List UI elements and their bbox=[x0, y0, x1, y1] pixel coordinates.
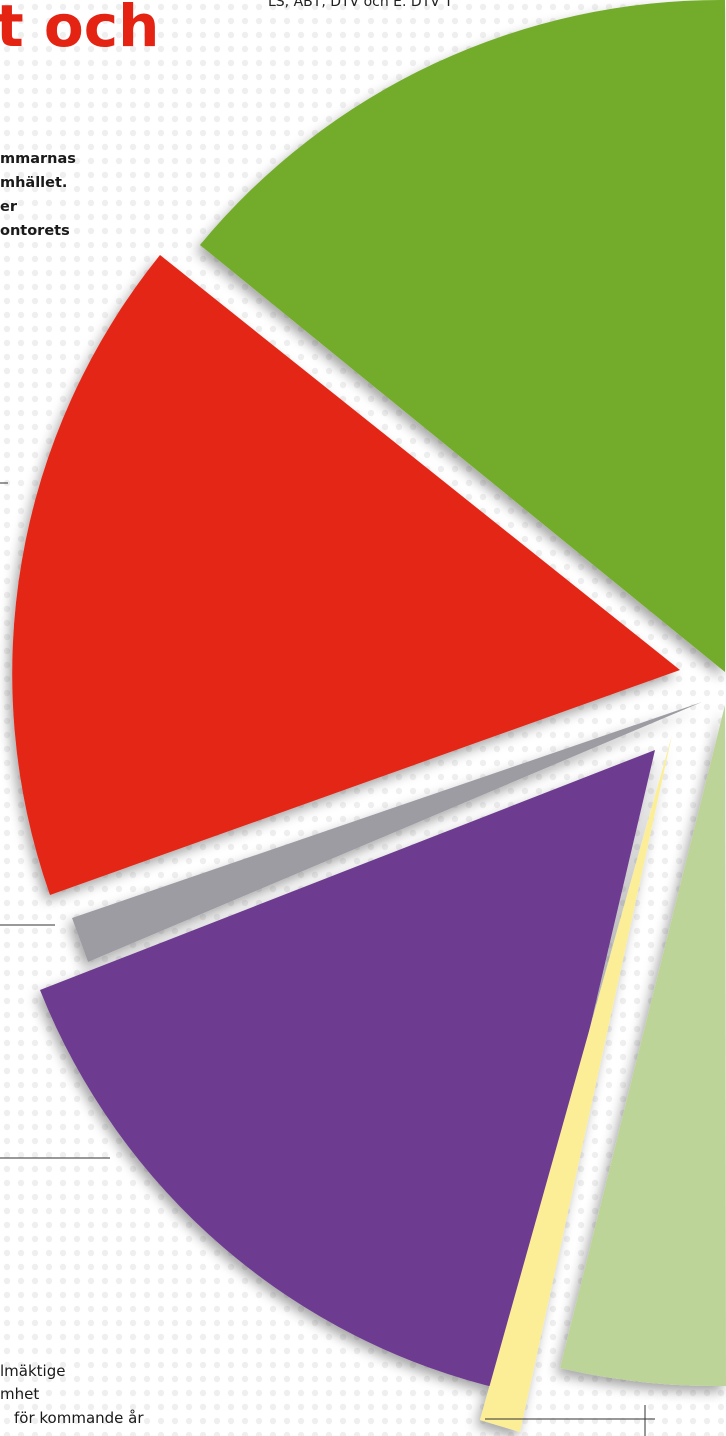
intro-line: mhället. bbox=[0, 175, 67, 191]
slice-green bbox=[200, 0, 725, 672]
slice-yellow bbox=[480, 735, 672, 1432]
intro-line: er bbox=[0, 199, 18, 215]
slice-purple bbox=[40, 750, 655, 1390]
footer-line: för kommande år bbox=[14, 1409, 144, 1427]
title-fragment: t och bbox=[0, 0, 159, 60]
source-text: LS, ABT, DTV och E. DTV T bbox=[268, 0, 453, 10]
footer-line: lmäktige bbox=[0, 1362, 65, 1380]
slice-light-green bbox=[560, 705, 726, 1387]
pie-slices bbox=[12, 0, 726, 1432]
slice-gray bbox=[72, 702, 702, 962]
footer-line: mhet bbox=[0, 1385, 39, 1403]
intro-line: mmarnas bbox=[0, 151, 76, 167]
intro-line: ontorets bbox=[0, 223, 70, 239]
slice-red bbox=[12, 255, 680, 895]
